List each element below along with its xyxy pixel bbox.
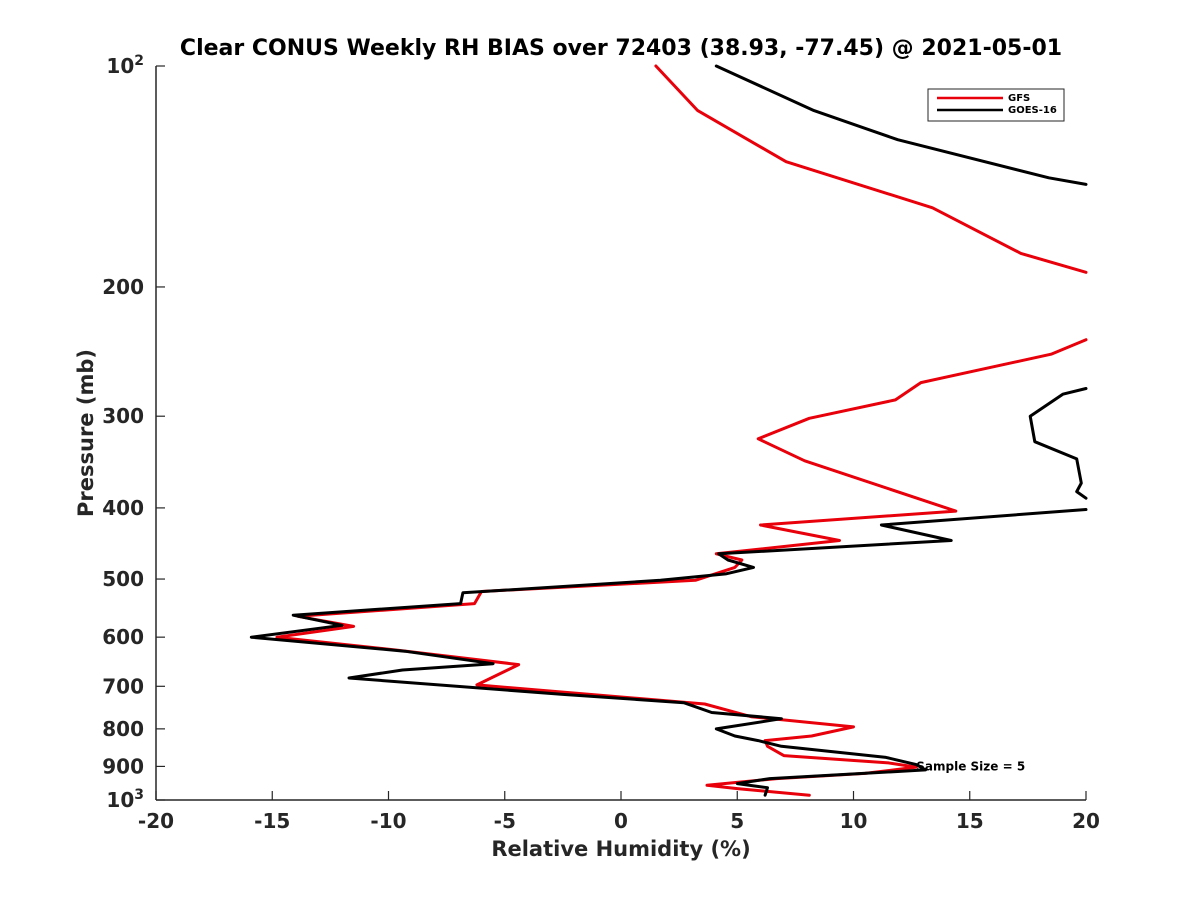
y-tick-label: 800: [102, 717, 144, 741]
y-tick-label: 400: [102, 496, 144, 520]
y-tick-label: 900: [102, 754, 144, 778]
x-axis-title: Relative Humidity (%): [491, 837, 750, 861]
series-layer: [249, 64, 1088, 797]
x-ticks: -20 -15 -10 -5 0 5 10 15 20: [138, 791, 1100, 833]
legend-label-goes-16: GOES-16: [1008, 105, 1057, 116]
series-line-goes-16-2: [249, 508, 1088, 797]
y-tick-label: 500: [102, 567, 144, 591]
x-tick-label: -5: [494, 809, 516, 833]
x-tick-label: 5: [730, 809, 744, 833]
y-tick-base: 10: [106, 54, 134, 78]
y-tick-label: 600: [102, 625, 144, 649]
series-line-goes-16-0: [714, 64, 1088, 186]
y-tick-exponent: 2: [134, 53, 144, 69]
y-tick-base: 10: [106, 788, 134, 812]
x-tick-label: -20: [138, 809, 174, 833]
y-tick-label: 300: [102, 404, 144, 428]
y-tick-label: 700: [102, 674, 144, 698]
series-line-gfs-0: [654, 64, 1088, 274]
x-tick-label: 15: [956, 809, 984, 833]
legend-label-gfs: GFS: [1008, 93, 1030, 104]
y-tick-exponent: 3: [134, 787, 144, 803]
y-tick-label: 200: [102, 275, 144, 299]
legend: GFS GOES-16: [927, 88, 1065, 122]
legend-box: [927, 88, 1065, 122]
x-tick-label: 20: [1072, 809, 1100, 833]
x-tick-label: -10: [370, 809, 406, 833]
y-axis-title: Pressure (mb): [74, 349, 98, 517]
x-tick-label: 0: [614, 809, 628, 833]
y-tick-label: 102: [106, 53, 144, 78]
series-line-gfs-1: [275, 338, 1088, 797]
chart-title: Clear CONUS Weekly RH BIAS over 72403 (3…: [180, 36, 1062, 61]
y-tick-label: 103: [106, 787, 144, 812]
series-line-goes-16-1: [1028, 387, 1088, 500]
x-tick-label: -15: [254, 809, 290, 833]
sample-size-annotation: Sample Size = 5: [916, 759, 1025, 773]
x-tick-label: 10: [840, 809, 868, 833]
plot-area: [156, 66, 1086, 800]
